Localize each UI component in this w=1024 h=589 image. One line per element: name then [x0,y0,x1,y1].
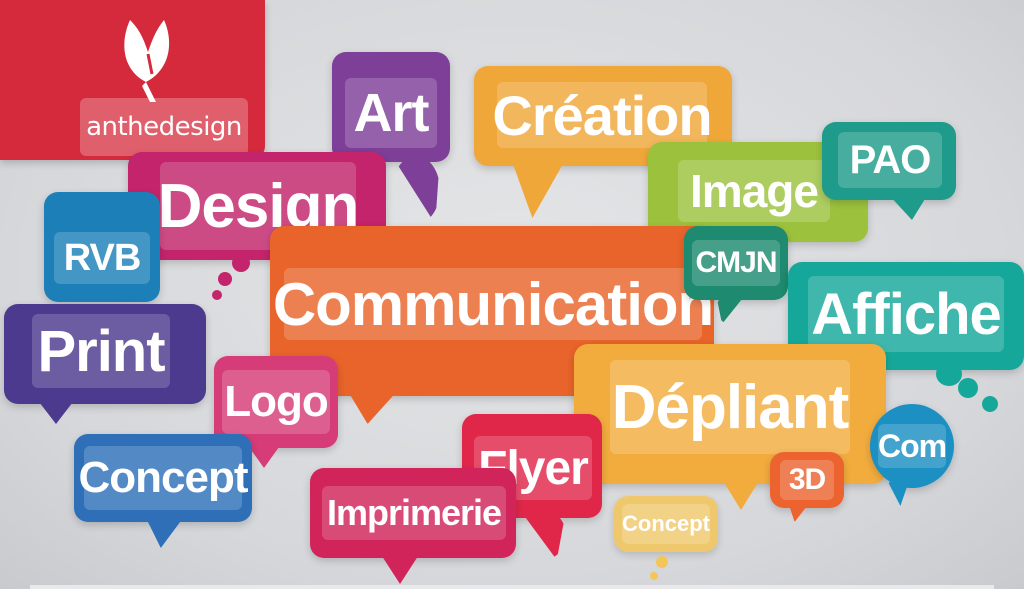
label-communication: Communication [273,268,714,340]
bubble-dot [232,254,250,272]
bubble-tail [392,156,440,224]
bubble-tail [720,476,762,510]
bubble-imprimerie [310,468,516,558]
label-com: Com [878,424,947,468]
bubble-print [4,304,206,404]
bubble-tail [886,478,910,506]
bubble-tail [520,510,566,560]
bubble-dot [218,272,232,286]
label-affiche: Affiche [808,276,1004,352]
bubble-tail [378,550,422,584]
bubble-concept [74,434,252,522]
label-logo: Logo [222,370,330,434]
bubble-dot [936,362,962,386]
bubble-tail [36,398,76,424]
bubble-tail [144,514,186,548]
bubble-tail [346,388,400,424]
bubble-dot [958,378,978,398]
label-depliant: Dépliant [610,360,850,454]
bubble-tail [888,194,928,220]
label-pao: PAO [838,132,942,188]
bubble-dot [656,556,668,568]
brand-wordmark: anthe design [80,98,248,156]
bubble-dot [212,290,222,300]
bubble-dot [650,572,658,580]
bubble-com [870,404,954,488]
label-image: Image [678,160,830,222]
bubble-3d [770,452,844,508]
brand-name-strong: design [158,112,243,142]
label-art: Art [345,78,437,148]
bubble-cmjn [684,226,788,300]
label-print: Print [32,314,170,388]
bubble-dot [982,396,998,412]
label-concept: Concept [79,446,249,510]
label-creation: Création [492,82,713,148]
label-imprimerie: Imprimerie [322,486,506,540]
bubble-tail [716,294,746,324]
label-cmjn: CMJN [692,240,780,286]
leaf-icon [112,12,182,102]
bubble-concept-small [614,496,718,552]
bottom-edge [30,585,994,589]
bubble-pao [822,122,956,200]
bubble-rvb [44,192,160,302]
bubble-tail [788,502,810,522]
bubble-art [332,52,450,162]
brand-name-light: anthe [86,112,159,142]
label-design: Design [158,162,359,250]
bubble-logo [214,356,338,448]
label-rvb: RVB [54,232,150,284]
label-concept-small: Concept [622,504,710,544]
label-3d: 3D [780,460,834,500]
